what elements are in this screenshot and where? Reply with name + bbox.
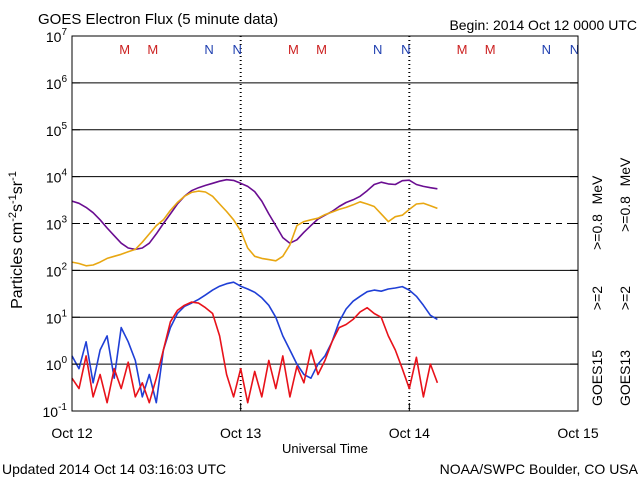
y-tick-base: 10 (46, 170, 62, 186)
chart-title: GOES Electron Flux (5 minute data) (38, 11, 278, 28)
legend-goes15-ge2: >=2 (589, 286, 605, 310)
y-tick-base: 10 (46, 217, 62, 233)
begin-label: Begin: 2014 Oct 12 0000 UTC (449, 17, 637, 33)
y-tick-base: 10 (46, 357, 62, 373)
y-axis-label-exp1: -2 (7, 212, 19, 222)
grid-lines (72, 82, 578, 365)
x-tick-label: Oct 15 (557, 425, 598, 441)
marker-n: N (373, 42, 382, 57)
marker-n: N (401, 42, 410, 57)
series-line-4 (71, 301, 439, 404)
y-tick-exponent: 3 (61, 215, 67, 226)
marker-m: M (147, 42, 158, 57)
x-axis-label: Universal Time (282, 441, 368, 456)
y-tick-exponent: 5 (61, 121, 67, 132)
y-tick-base: 10 (46, 29, 62, 45)
marker-m: M (457, 42, 468, 57)
right-legend: MeV >=0.8 >=2 GOES15 MeV >=0.8 >=2 GOES1… (589, 157, 633, 406)
y-tick-label: 103 (46, 215, 68, 233)
day-boundary-lines (239, 36, 411, 411)
footer-credit: NOAA/SWPC Boulder, CO USA (440, 461, 639, 477)
y-axis-label-exp3: -1 (7, 171, 19, 181)
legend-mev-goes13: MeV (617, 157, 633, 186)
y-tick-exponent: 1 (61, 308, 67, 319)
marker-n: N (542, 42, 551, 57)
y-tick-label: 104 (46, 168, 68, 186)
y-tick-exponent: 0 (61, 355, 67, 366)
y-tick-exponent: 4 (61, 168, 67, 179)
marker-m: M (316, 42, 327, 57)
x-tick-labels: Oct 12 Oct 13 Oct 14 Oct 15 (51, 403, 599, 441)
y-tick-label: 101 (46, 308, 68, 326)
y-axis-label-main: Particles cm (9, 222, 26, 309)
marker-m: M (485, 42, 496, 57)
marker-m: M (288, 42, 299, 57)
y-axis-label-mid2: sr (9, 180, 26, 194)
y-tick-exponent: 2 (61, 261, 67, 272)
y-tick-label: 100 (46, 355, 68, 373)
legend-goes13: GOES13 (617, 350, 633, 406)
data-series (71, 178, 439, 404)
legend-goes15-ge08: >=0.8 (589, 214, 605, 250)
y-tick-exponent: -1 (58, 402, 67, 413)
y-tick-label: 107 (46, 27, 68, 45)
x-tick-label: Oct 14 (389, 425, 430, 441)
y-tick-label: 105 (46, 121, 68, 139)
y-tick-base: 10 (46, 76, 62, 92)
marker-n: N (204, 42, 213, 57)
y-tick-base: 10 (46, 263, 62, 279)
marker-n: N (232, 42, 241, 57)
y-tick-label: 106 (46, 74, 68, 92)
legend-goes13-ge2: >=2 (617, 286, 633, 310)
series-line-1 (71, 178, 438, 251)
y-tick-label: 102 (46, 261, 68, 279)
y-tick-exponent: 7 (61, 27, 67, 38)
marker-m: M (119, 42, 130, 57)
series-line-3 (71, 281, 438, 404)
y-tick-base: 10 (46, 310, 62, 326)
legend-goes13-ge08: >=0.8 (617, 196, 633, 232)
footer-updated: Updated 2014 Oct 14 03:16:03 UTC (2, 461, 226, 477)
legend-mev-goes15: MeV (589, 175, 605, 204)
series-line-2 (71, 190, 438, 267)
y-axis-label-mid1: s (9, 204, 26, 212)
legend-goes15: GOES15 (589, 350, 605, 406)
y-axis-label: Particles cm-2s-1sr-1 (7, 171, 26, 309)
y-tick-exponent: 6 (61, 74, 67, 85)
y-tick-base: 10 (46, 123, 62, 139)
marker-n: N (570, 42, 579, 57)
x-tick-label: Oct 13 (220, 425, 261, 441)
x-tick-label: Oct 12 (51, 425, 92, 441)
y-tick-label: 10-1 (43, 402, 68, 420)
y-tick-base: 10 (43, 404, 59, 420)
y-axis-label-exp2: -1 (7, 194, 19, 204)
